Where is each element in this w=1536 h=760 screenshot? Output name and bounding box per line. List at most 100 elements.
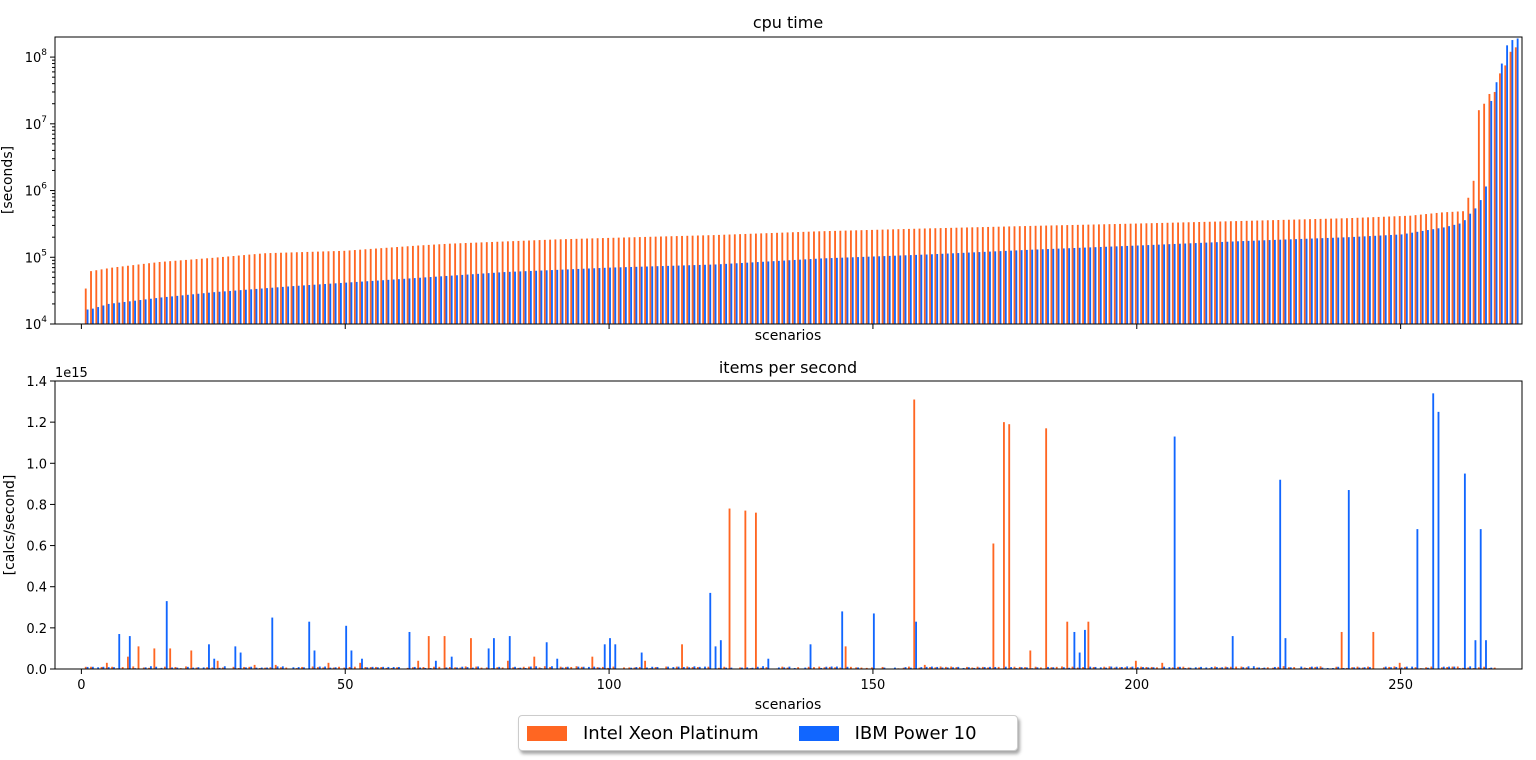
ips-bar-ibm [682,667,685,669]
cpu-bar-intel [744,233,747,324]
ips-bar-intel [480,667,483,669]
ips-bar-intel [797,667,800,669]
cpu-bar-intel [1451,211,1454,324]
ips-bar-intel [839,667,842,669]
legend-label-ibm: IBM Power 10 [854,722,977,744]
ips-bar-intel [1245,667,1248,669]
items-per-second-ylabel: [calcs/second] [2,475,18,576]
cpu-bar-intel [844,230,847,324]
ips-bar-intel [327,662,330,669]
ips-bar-ibm [1279,479,1282,669]
ips-bar-ibm [86,666,89,669]
cpu-bar-ibm [318,284,321,324]
ips-bar-intel [565,666,567,669]
cpu-bar-ibm [941,253,944,324]
cpu-ytick-label: 104 [25,315,48,333]
cpu-bar-intel [258,253,261,324]
cpu-bar-ibm [1279,239,1282,324]
cpu-bar-intel [549,239,552,324]
cpu-bar-intel [506,241,509,324]
cpu-bar-intel [285,252,288,324]
cpu-bar-intel [559,239,562,324]
cpu-bar-ibm [419,277,421,324]
ips-bar-ibm [561,667,564,669]
ips-bar-intel [918,667,921,669]
ips-bar-ibm [424,667,427,669]
ips-bar-ibm [1427,667,1429,669]
cpu-bar-ibm [376,280,379,324]
cpu-bar-ibm [1289,239,1292,324]
ips-ytick-label: 0.2 [26,622,47,637]
ips-bar-intel [1124,667,1127,669]
cpu-bar-ibm [1015,250,1018,324]
cpu-bar-ibm [1374,235,1377,324]
ips-bar-ibm [1463,473,1466,669]
ips-bar-intel [739,667,742,669]
cpu-bar-ibm [719,264,722,324]
cpu-bar-ibm [561,269,564,324]
cpu-bar-intel [211,257,214,324]
cpu-bar-intel [222,256,224,324]
ips-bar-intel [248,666,251,669]
cpu-bar-ibm [102,305,105,324]
ips-bar-intel [132,666,135,669]
cpu-bar-intel [1203,221,1206,324]
cpu-bar-ibm [725,263,728,324]
cpu-bar-intel [174,260,177,324]
ips-bar-ibm [149,666,152,669]
ips-bar-ibm [508,636,511,669]
ips-bar-intel [1240,666,1243,669]
ips-bar-ibm [841,611,844,669]
ips-bar-intel [285,667,288,669]
ips-bar-ibm [925,666,928,669]
cpu-bar-intel [1192,222,1195,324]
ips-bar-intel [142,667,145,669]
cpu-bar-ibm [609,267,611,324]
ips-bar-ibm [1479,529,1482,669]
ips-bar-intel [950,666,953,669]
cpu-bar-ibm [1189,243,1192,324]
ips-bar-ibm [477,666,480,669]
cpu-bar-ibm [1173,243,1176,324]
ips-bar-ibm [1284,638,1287,669]
ips-bar-ibm [519,667,522,669]
cpu-bar-ibm [830,258,833,324]
cpu-bar-ibm [751,262,754,324]
ips-bar-intel [1282,666,1285,669]
ips-bar-intel [929,666,931,669]
cpu-bar-intel [1293,219,1296,324]
cpu-bar-intel [538,240,541,324]
cpu-bar-ibm [930,254,933,324]
cpu-bar-intel [770,233,773,324]
ips-bar-intel [105,662,108,669]
cpu-bar-ibm [229,290,231,324]
cpu-bar-intel [116,266,119,324]
ips-bar-ibm [1152,667,1155,669]
ips-bar-ibm [419,667,421,669]
ips-bar-intel [1198,667,1201,669]
cpu-bar-intel [617,237,620,324]
cpu-bar-ibm [1078,247,1081,324]
ips-bar-intel [512,667,515,669]
ips-bar-ibm [118,634,121,669]
ips-bar-intel [137,646,140,669]
cpu-bar-intel [649,236,652,324]
ips-bar-intel [1477,667,1480,669]
cpu-bar-ibm [582,268,585,324]
cpu-bar-intel [396,247,399,324]
cpu-bar-intel [1282,219,1285,324]
ips-bar-intel [322,667,325,669]
cpu-bar-ibm [1152,244,1155,324]
cpu-bar-intel [454,243,457,324]
ips-bar-intel [448,666,451,669]
ips-bar-intel [612,666,615,669]
ips-bar-ibm [155,666,158,669]
cpu-bar-ibm [1337,237,1340,324]
cpu-bar-ibm [329,283,332,324]
ips-bar-intel [506,660,509,669]
ips-bar-ibm [197,667,200,669]
cpu-bar-ibm [113,303,115,324]
cpu-bar-ibm [1089,247,1092,324]
cpu-bar-intel [849,230,852,324]
